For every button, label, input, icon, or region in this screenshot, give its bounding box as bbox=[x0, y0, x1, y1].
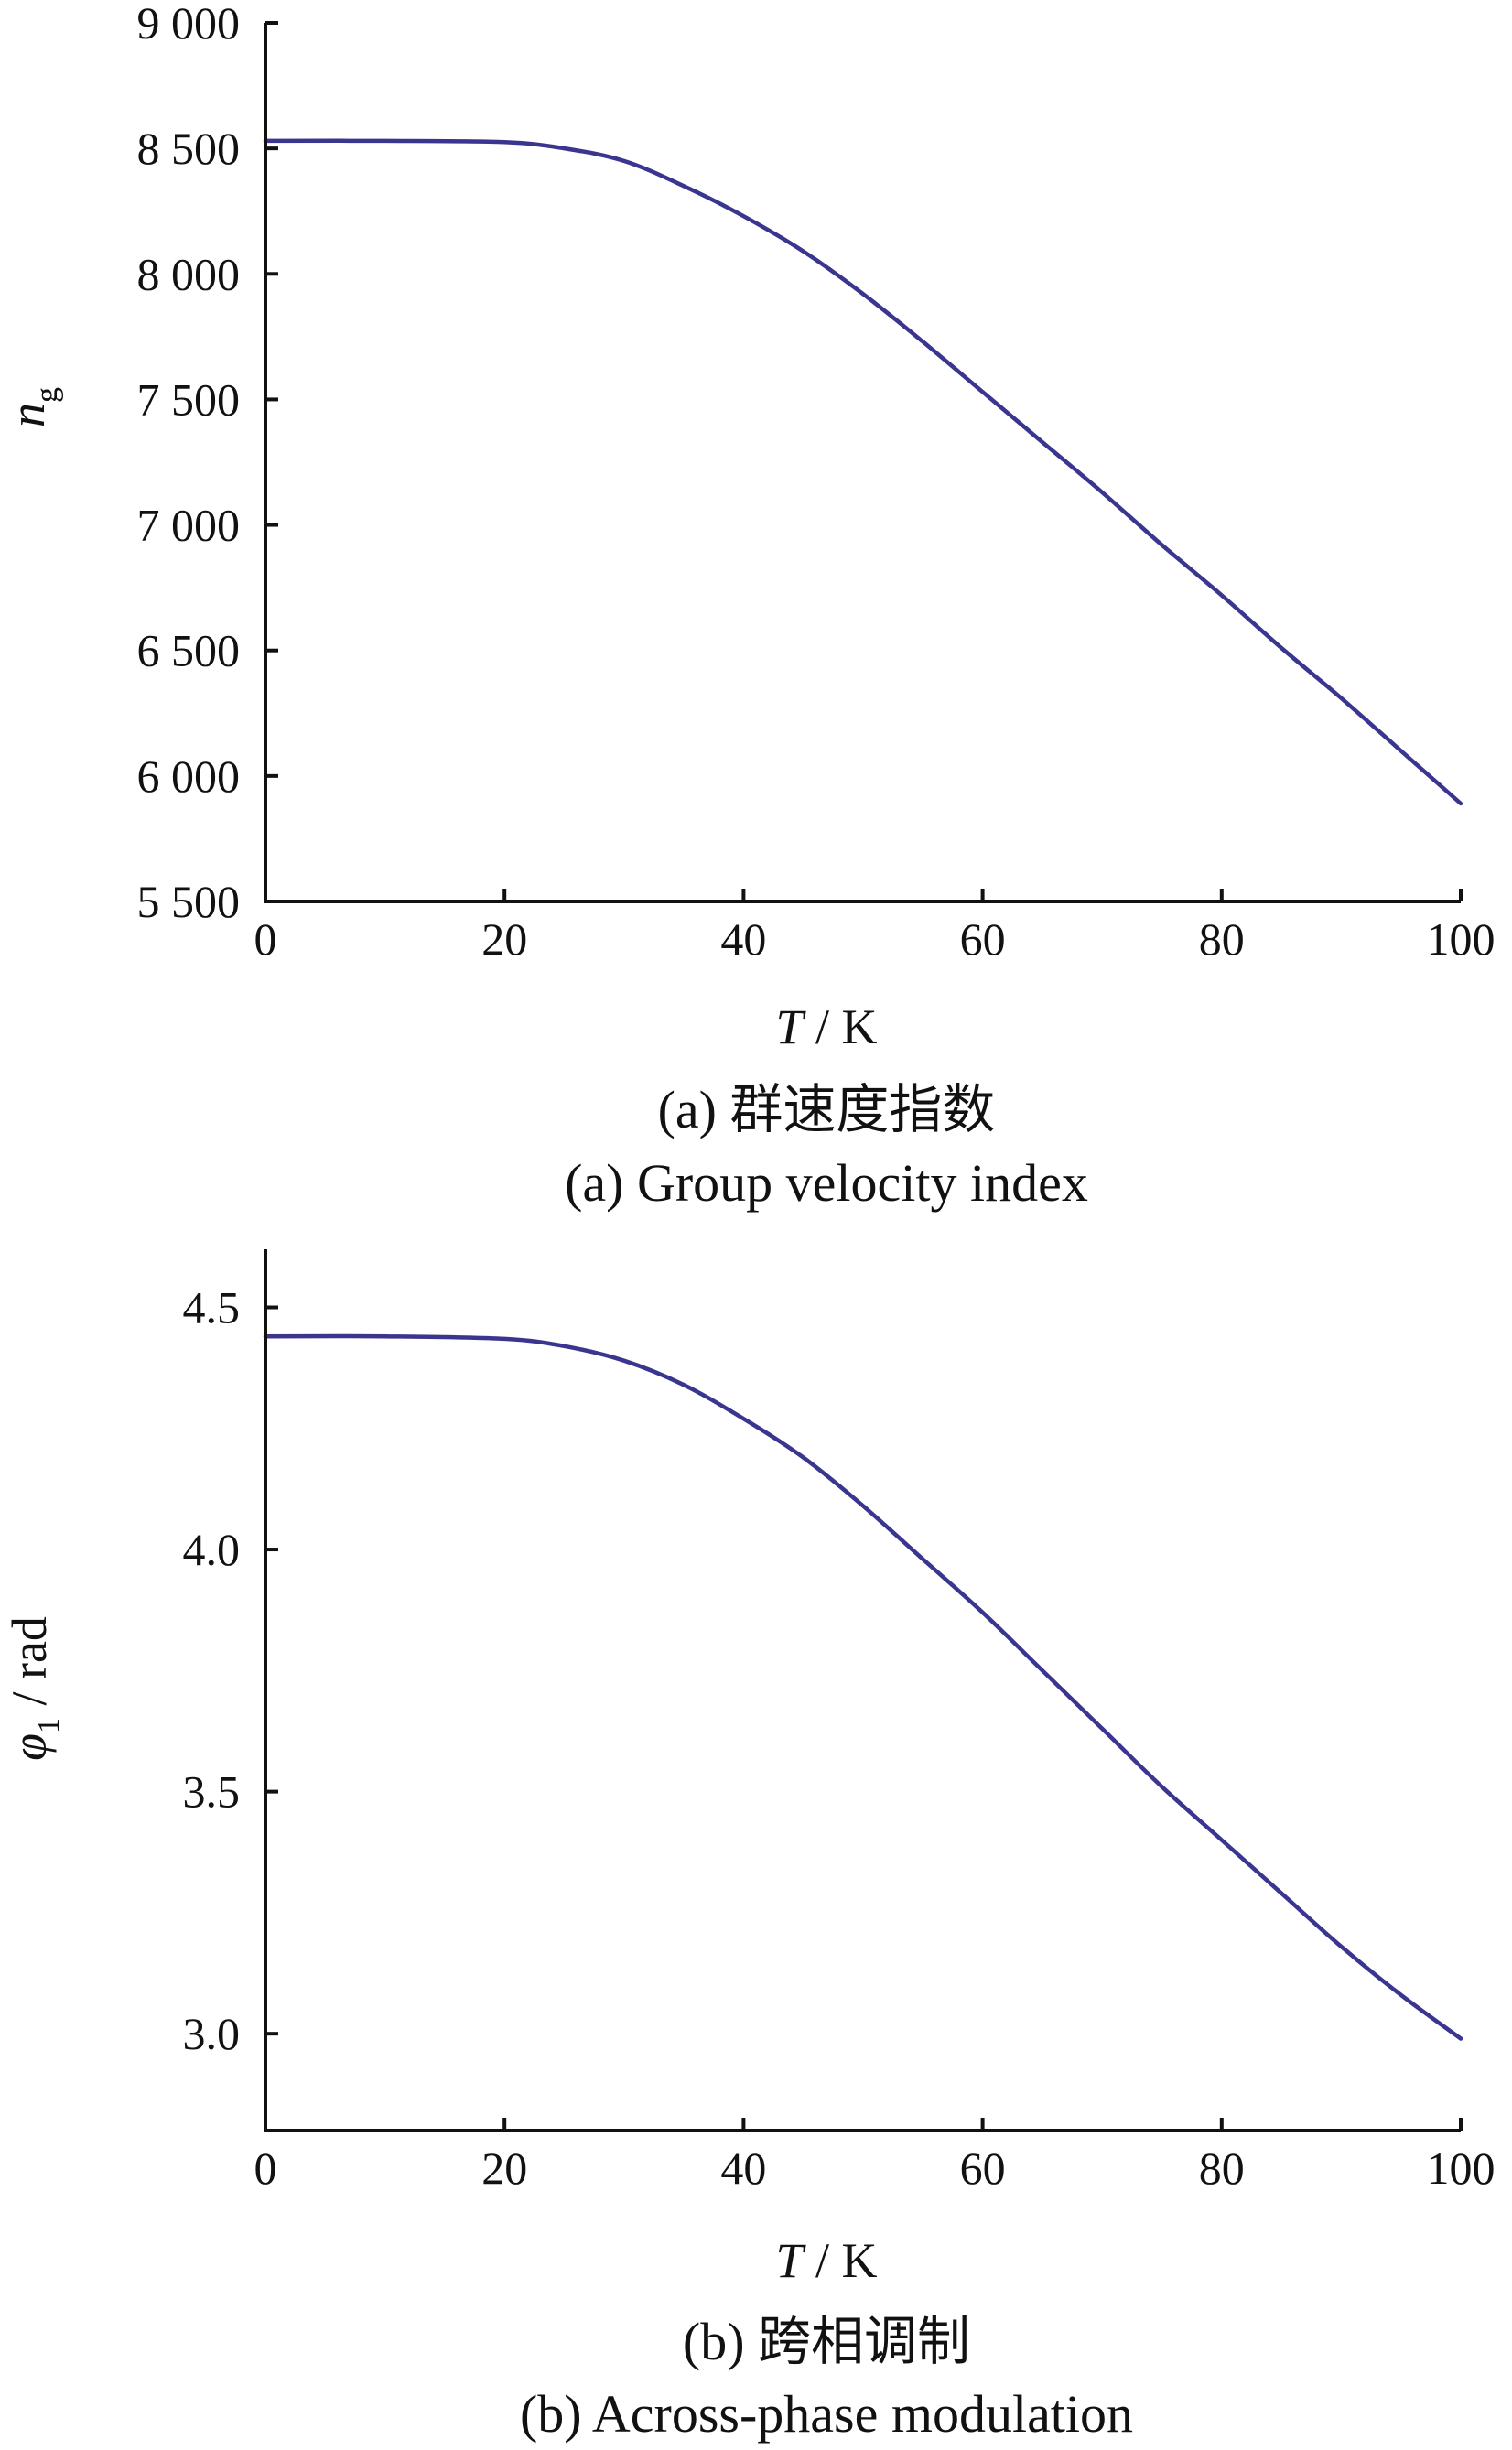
panel-a-ytick-label: 6 500 bbox=[137, 625, 241, 676]
panel-b-xlabel-unit: / K bbox=[804, 2233, 878, 2288]
panel-a-xtick-label: 20 bbox=[481, 913, 527, 965]
panel-b-ytick-label: 4.5 bbox=[183, 1281, 241, 1333]
panel-a-axes bbox=[264, 23, 1461, 903]
panel-b-ytick-label: 4.0 bbox=[183, 1524, 241, 1575]
panel-b-ticks: 3.0 3.5 4.0 4.5 0 20 40 60 80 100 bbox=[183, 1281, 1496, 2194]
panel-a-xtick-label: 0 bbox=[254, 913, 277, 965]
panel-b-xtick-label: 100 bbox=[1427, 2142, 1496, 2194]
panel-b-ylabel-subscript: 1 bbox=[32, 1718, 66, 1733]
panel-a-ytick-label: 8 500 bbox=[137, 123, 241, 174]
panel-a-series-line bbox=[263, 138, 1463, 806]
panel-b-xlabel-symbol: T bbox=[775, 2233, 806, 2288]
panel-b-caption-cn: (b) 跨相调制 bbox=[683, 2312, 970, 2371]
panel-a-xtick-label: 60 bbox=[960, 913, 1006, 965]
panel-a-caption-cn: (a) 群速度指数 bbox=[658, 1080, 996, 1139]
panel-b-caption-en: (b) Across-phase modulation bbox=[520, 2384, 1133, 2444]
panel-a-ylabel-subscript: g bbox=[30, 387, 64, 403]
panel-a-xtick-label: 100 bbox=[1427, 913, 1496, 965]
panel-b-x-axis-label: T / K bbox=[775, 2233, 877, 2288]
panel-b-xtick-label: 0 bbox=[254, 2142, 277, 2194]
panel-a-ytick-label: 7 000 bbox=[137, 500, 241, 551]
panel-a-xlabel-unit: / K bbox=[804, 999, 878, 1054]
panel-b-ylabel-symbol: φ bbox=[2, 1733, 57, 1761]
panel-b-axes bbox=[264, 1249, 1461, 2132]
panel-a-ytick-label: 9 000 bbox=[137, 0, 241, 49]
panel-b-ytick-label: 3.0 bbox=[183, 2008, 241, 2059]
chart-panel-b: 3.03.54.04.50 20 40 60 80 100 φ1 / rad T / K … bbox=[2, 1249, 1496, 2444]
panel-b-xtick-label: 80 bbox=[1199, 2142, 1245, 2194]
panel-a-ytick-label: 7 500 bbox=[137, 373, 241, 425]
panel-a-y-axis-label: ng bbox=[0, 387, 64, 427]
panel-b-series-line bbox=[263, 1333, 1463, 2041]
panel-b-series bbox=[263, 1333, 1463, 2041]
panel-a-xtick-label: 80 bbox=[1199, 913, 1245, 965]
panel-b-ylabel-unit: / rad bbox=[2, 1616, 57, 1718]
panel-a-caption-en: (a) Group velocity index bbox=[565, 1153, 1088, 1213]
panel-a-ytick-label: 6 000 bbox=[137, 750, 241, 802]
panel-a-ylabel-symbol: n bbox=[0, 403, 55, 427]
panel-a-ticks: 5 500 6 000 6 500 7 000 7 500 8 000 8 500 9 000… bbox=[137, 0, 1496, 965]
panel-b-xtick-label: 20 bbox=[481, 2142, 527, 2194]
panel-a-ytick-label: 5 500 bbox=[137, 876, 241, 927]
panel-a-x-axis-label: T / K bbox=[775, 999, 877, 1054]
panel-b-xtick-label: 40 bbox=[720, 2142, 766, 2194]
panel-b-y-axis-label: φ1 / rad bbox=[2, 1616, 66, 1761]
panel-a-xtick-label: 40 bbox=[720, 913, 766, 965]
chart-panel-a: 5 500 6 000 6 500 7 000 7 500 8 000 8 500 9 000… bbox=[0, 0, 1496, 1213]
panel-b-ytick-label: 3.5 bbox=[183, 1766, 241, 1818]
panel-a-xlabel-symbol: T bbox=[775, 999, 806, 1054]
panel-b-xtick-label: 60 bbox=[960, 2142, 1006, 2194]
panel-a-ytick-label: 8 000 bbox=[137, 248, 241, 299]
panel-a-series bbox=[263, 138, 1463, 806]
